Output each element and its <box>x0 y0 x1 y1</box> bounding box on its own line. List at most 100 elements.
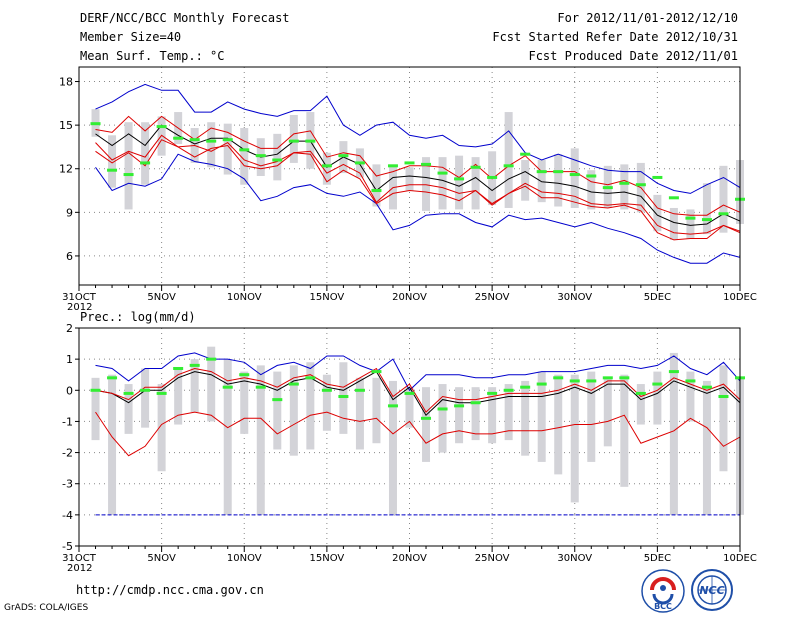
y-tick-label: -5 <box>62 540 73 553</box>
observation-marker <box>586 174 597 178</box>
observation-marker <box>354 388 365 392</box>
ensemble-box <box>240 371 249 434</box>
y-tick-label: 9 <box>66 206 73 219</box>
ensemble-box <box>438 157 447 210</box>
observation-marker <box>487 175 498 179</box>
observation-marker <box>338 154 349 158</box>
series-line-min <box>95 411 741 457</box>
ensemble-box <box>702 380 711 515</box>
observation-marker <box>503 388 514 392</box>
y-tick-label: 1 <box>66 353 73 366</box>
ensemble-box <box>124 384 133 434</box>
observation-marker <box>305 376 316 380</box>
observation-marker <box>718 212 729 216</box>
x-year-label: 2012 <box>67 302 92 313</box>
observation-marker <box>255 385 266 389</box>
observation-marker <box>553 170 564 174</box>
ensemble-box <box>207 346 216 422</box>
observation-marker <box>305 139 316 143</box>
observation-marker <box>371 370 382 374</box>
ensemble-box <box>91 377 100 441</box>
observation-marker <box>652 175 663 179</box>
observation-marker <box>602 376 613 380</box>
ensemble-box <box>587 170 596 210</box>
observation-marker <box>454 404 465 408</box>
ensemble-box <box>141 368 150 428</box>
ensemble-box <box>322 152 331 185</box>
y-tick-label: 6 <box>66 250 73 263</box>
grads-credit: GrADS: COLA/IGES <box>4 603 89 613</box>
observation-marker <box>569 173 580 177</box>
y-tick-label: 2 <box>66 322 73 335</box>
ncc-logo-text: NCC <box>699 584 724 597</box>
ensemble-box <box>273 371 282 450</box>
ensemble-box <box>190 359 199 413</box>
observation-marker <box>635 391 646 395</box>
observation-marker <box>354 161 365 165</box>
observation-marker <box>206 357 217 361</box>
y-tick-label: -4 <box>62 509 73 522</box>
ensemble-box <box>322 374 331 431</box>
observation-marker <box>156 391 167 395</box>
ensemble-box <box>504 112 513 208</box>
x-tick-label: 10DEC <box>723 292 757 303</box>
ensemble-box <box>570 374 579 503</box>
observation-marker <box>173 366 184 370</box>
panel-title: Prec.: log(mm/d) <box>80 310 196 324</box>
ensemble-box <box>372 377 381 444</box>
x-tick-label: 30NOV <box>557 292 592 303</box>
ensemble-box <box>108 135 117 188</box>
observation-marker <box>140 388 151 392</box>
ensemble-box <box>653 371 662 425</box>
observation-marker <box>272 158 283 162</box>
observation-marker <box>454 177 465 181</box>
ensemble-box <box>388 164 397 210</box>
ensemble-box <box>223 359 232 515</box>
ensemble-box <box>273 133 282 181</box>
x-tick-label: 31OCT <box>62 553 97 564</box>
observation-marker <box>536 170 547 174</box>
observation-marker <box>387 404 398 408</box>
website-url[interactable]: http://cmdp.ncc.cma.gov.cn <box>76 583 264 597</box>
observation-marker <box>520 152 531 156</box>
observation-marker <box>123 173 134 177</box>
series-line-max <box>95 153 741 264</box>
observation-marker <box>123 391 134 395</box>
series-line-max <box>95 352 741 392</box>
ensemble-box <box>388 380 397 515</box>
ensemble-box <box>620 164 629 210</box>
x-tick-label: 25NOV <box>475 553 510 564</box>
observation-marker <box>503 164 514 168</box>
ensemble-box <box>289 114 298 163</box>
y-tick-label: -1 <box>62 415 73 428</box>
series-line-upper_spread <box>95 367 741 413</box>
ensemble-box <box>719 365 728 472</box>
observation-marker <box>404 391 415 395</box>
bcc-logo: BCC <box>641 569 685 613</box>
bcc-logo-text: BCC <box>654 602 672 611</box>
observation-marker <box>371 189 382 193</box>
chart-title: DERF/NCC/BCC Monthly Forecast <box>80 11 290 25</box>
ensemble-box <box>620 374 629 487</box>
x-year-label: 2012 <box>67 563 92 574</box>
ensemble-box <box>405 387 414 428</box>
observation-marker <box>586 379 597 383</box>
ensemble-box <box>702 183 711 235</box>
x-tick-label: 15NOV <box>310 553 345 564</box>
observation-marker <box>156 125 167 129</box>
observation-marker <box>652 382 663 386</box>
observation-marker <box>321 164 332 168</box>
ensemble-box <box>240 128 249 185</box>
ensemble-box <box>488 387 497 444</box>
x-tick-label: 10NOV <box>227 553 262 564</box>
observation-marker <box>487 391 498 395</box>
ensemble-box <box>223 123 232 175</box>
x-tick-label: 10NOV <box>227 292 262 303</box>
x-tick-label: 5NOV <box>147 292 176 303</box>
observation-marker <box>470 401 481 405</box>
observation-marker <box>701 385 712 389</box>
observation-marker <box>338 395 349 399</box>
ensemble-box <box>686 371 695 422</box>
y-tick-label: -2 <box>62 447 73 460</box>
